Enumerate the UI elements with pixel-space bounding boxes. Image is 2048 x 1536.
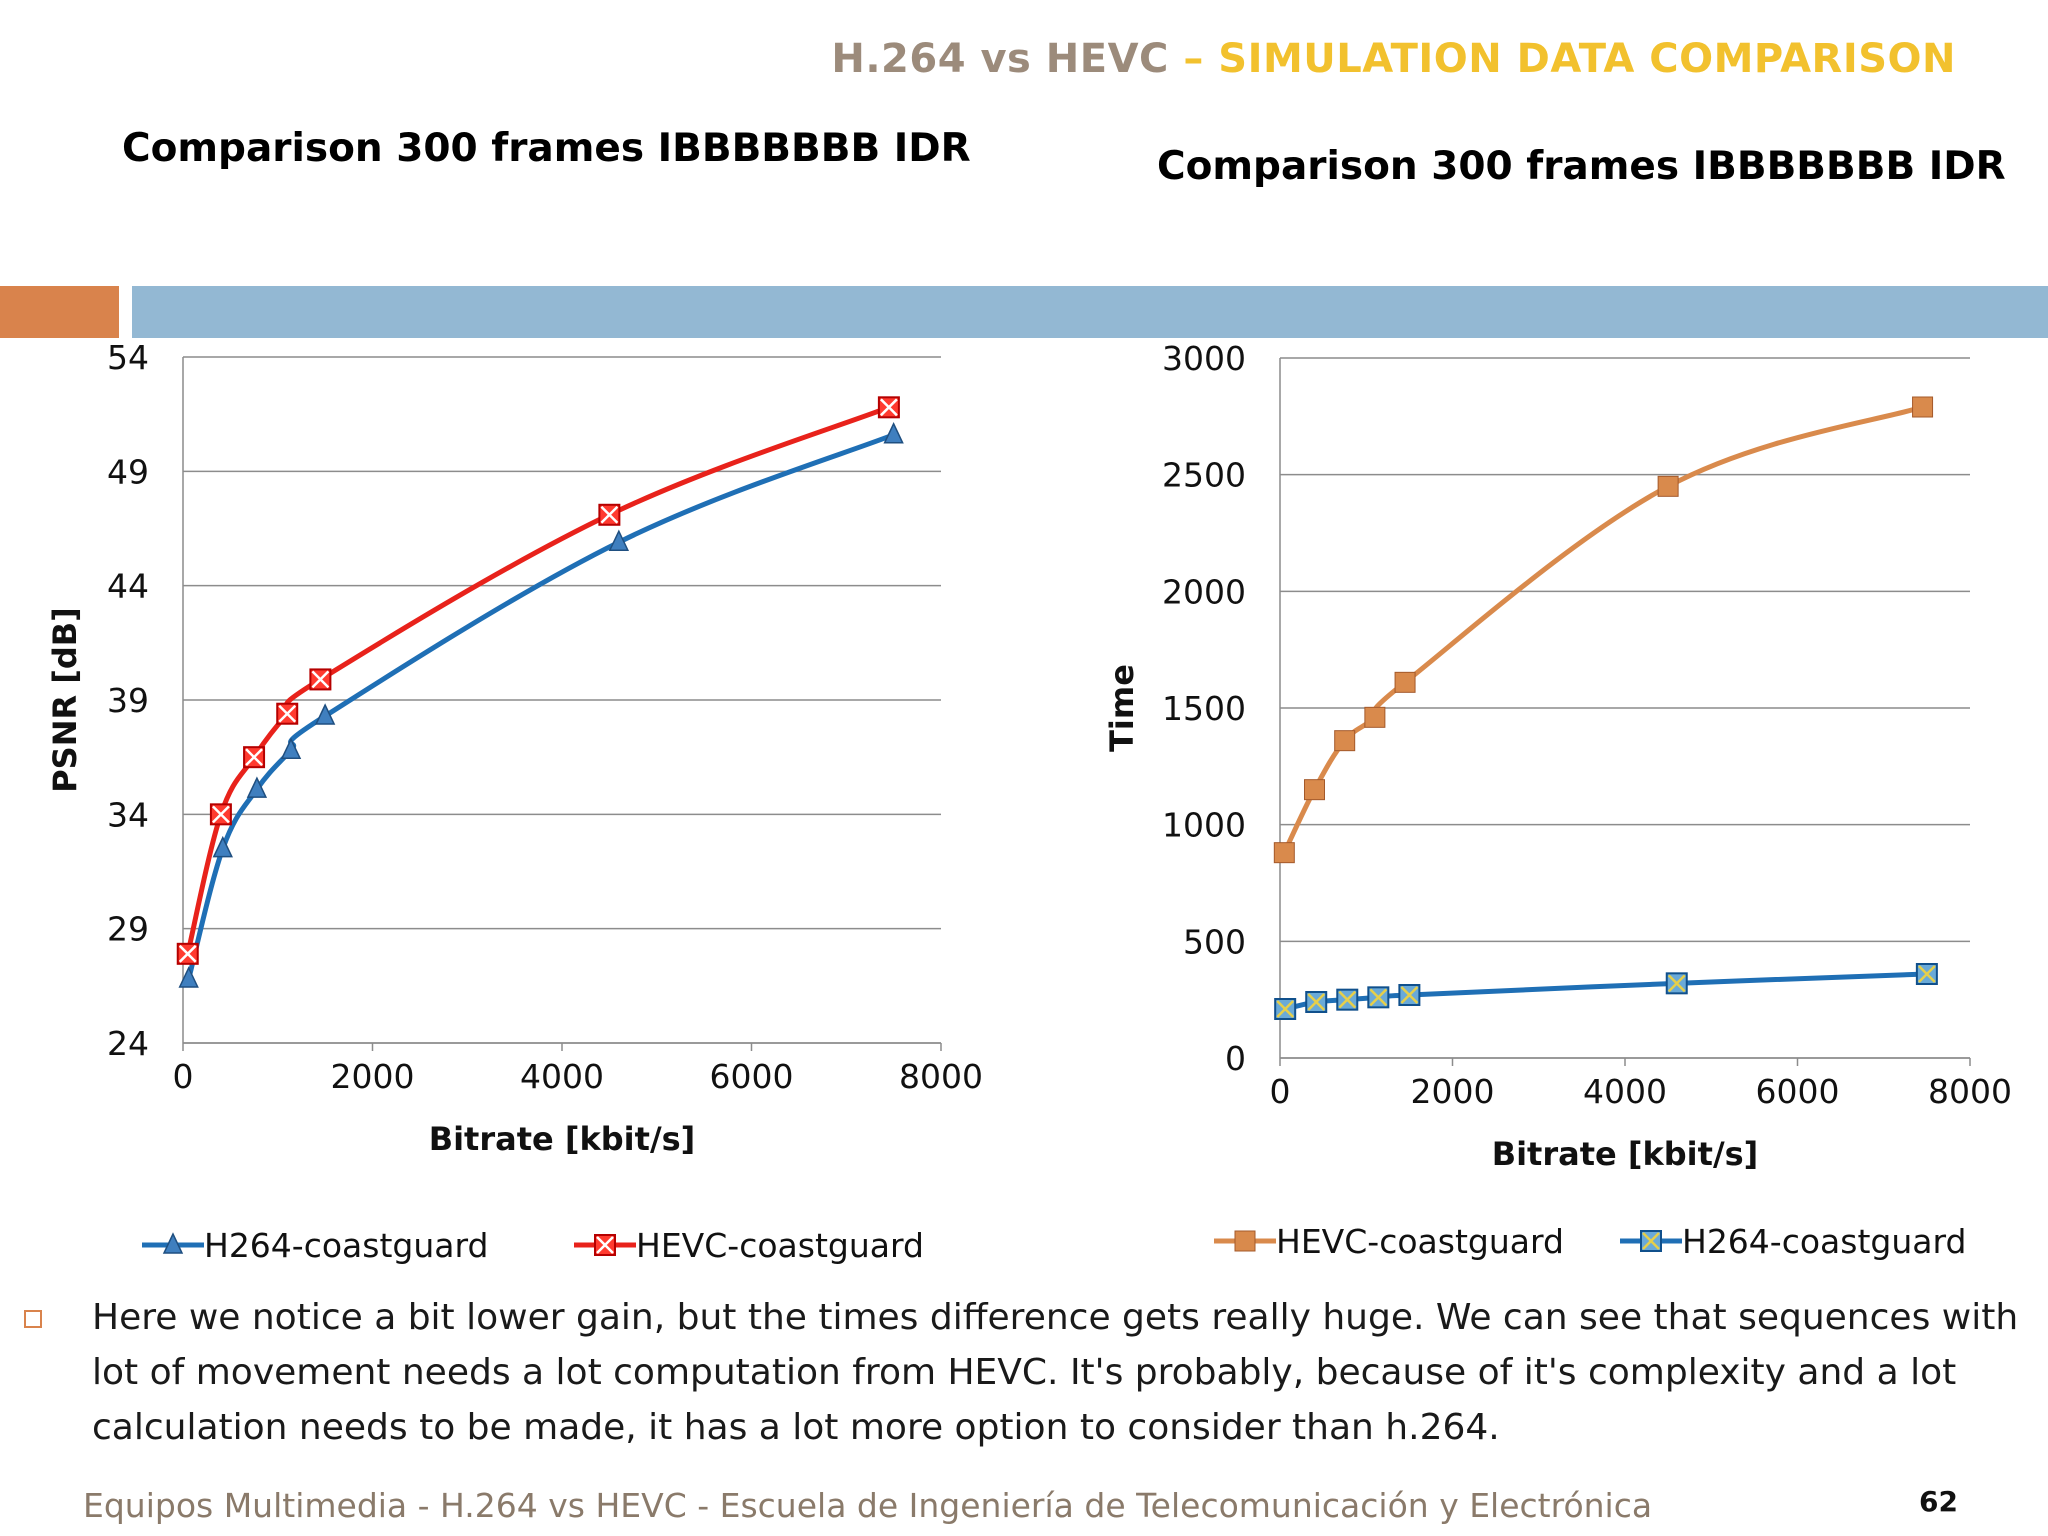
- data-point-HEVC-coastguard: [176, 942, 199, 965]
- y-tick-label: 54: [107, 338, 149, 377]
- legend-marker: [1234, 1230, 1256, 1252]
- data-point-H264-coastguard: [1398, 984, 1421, 1006]
- y-tick-label: 29: [107, 910, 149, 949]
- footer-text: Equipos Multimedia - H.264 vs HEVC - Esc…: [83, 1486, 1653, 1525]
- legend-entry: H264-coastguard: [142, 1226, 488, 1265]
- data-point-H264-coastguard: [178, 966, 199, 988]
- data-point-HEVC-coastguard: [309, 668, 332, 691]
- x-tick-label: 8000: [899, 1057, 983, 1096]
- y-tick-label: 2500: [1162, 456, 1246, 495]
- data-point-H264-coastguard: [212, 835, 233, 858]
- y-tick-label: 500: [1183, 922, 1246, 961]
- y-axis-title: Time: [1103, 664, 1141, 752]
- y-tick-label: 3000: [1162, 339, 1246, 378]
- legend-label: H264-coastguard: [204, 1226, 488, 1265]
- legend-label: HEVC-coastguard: [636, 1226, 924, 1265]
- x-tick-label: 0: [1270, 1072, 1291, 1111]
- y-tick-label: 24: [107, 1024, 149, 1063]
- x-tick-label: 4000: [520, 1057, 604, 1096]
- time-chart: 0 500 1000 1500 2000 2500 3000 0 2000 4000 6000 800…: [1103, 339, 2012, 1261]
- data-point-H264-coastguard: [1336, 988, 1359, 1011]
- data-point-H264-coastguard: [1367, 986, 1390, 1009]
- data-point-H264-coastguard: [1665, 972, 1688, 995]
- data-point-HEVC-coastguard: [1334, 730, 1356, 752]
- chart-right-title: Comparison 300 frames IBBBBBBB IDR: [1157, 144, 2006, 189]
- x-tick-label: 6000: [710, 1057, 794, 1096]
- data-point-HEVC-coastguard: [243, 746, 266, 769]
- data-point-H264-coastguard: [314, 703, 336, 725]
- accent-bar-orange: [0, 286, 119, 338]
- x-tick-label: 0: [173, 1057, 194, 1096]
- data-point-H264-coastguard: [1274, 998, 1297, 1020]
- x-tick-label: 8000: [1928, 1072, 2012, 1111]
- data-point-H264-coastguard: [1305, 991, 1328, 1013]
- series-line-HEVC-coastguard: [185, 404, 890, 955]
- x-tick-label: 4000: [1583, 1072, 1667, 1111]
- legend-entry: H264-coastguard: [1620, 1222, 1966, 1261]
- y-tick-label: 1500: [1162, 689, 1246, 728]
- data-point-HEVC-coastguard: [1394, 671, 1416, 693]
- data-point-HEVC-coastguard: [209, 803, 232, 826]
- data-point-HEVC-coastguard: [1364, 706, 1386, 728]
- data-point-HEVC-coastguard: [1304, 779, 1325, 801]
- y-tick-label: 34: [107, 795, 149, 834]
- y-tick-label: 0: [1225, 1039, 1246, 1078]
- bullet-icon: [24, 1310, 42, 1328]
- legend-marker: [594, 1234, 616, 1256]
- charts-canvas: 24 29 34 39 44 49 54 0 2000 4000 6000 8000 Bitrate […: [46, 338, 2012, 1265]
- data-point-H264-coastguard: [1915, 963, 1938, 985]
- chart-left-title: Comparison 300 frames IBBBBBBB IDR: [122, 126, 971, 171]
- psnr-chart: 24 29 34 39 44 49 54 0 2000 4000 6000 8000 Bitrate […: [46, 338, 983, 1265]
- legend-marker: [162, 1232, 184, 1254]
- y-axis-title: PSNR [dB]: [46, 607, 84, 793]
- data-point-H264-coastguard: [883, 421, 904, 444]
- data-point-H264-coastguard: [608, 529, 630, 551]
- series-line-HEVC-coastguard: [1282, 404, 1924, 854]
- legend-entry: HEVC-coastguard: [574, 1226, 924, 1265]
- y-tick-label: 2000: [1162, 572, 1246, 611]
- data-point-HEVC-coastguard: [598, 503, 621, 526]
- y-tick-label: 49: [107, 452, 149, 491]
- legend-marker: [1640, 1230, 1662, 1252]
- page-number: 62: [1919, 1485, 1958, 1518]
- x-axis-title: Bitrate [kbit/s]: [1492, 1135, 1759, 1173]
- x-tick-label: 2000: [1411, 1072, 1495, 1111]
- legend-entry: HEVC-coastguard: [1214, 1222, 1564, 1261]
- y-tick-label: 39: [107, 681, 149, 720]
- data-point-HEVC-coastguard: [276, 702, 299, 725]
- bullet-paragraph: Here we notice a bit lower gain, but the…: [92, 1297, 2019, 1448]
- x-tick-label: 6000: [1756, 1072, 1840, 1111]
- y-tick-label: 1000: [1162, 806, 1246, 845]
- data-point-HEVC-coastguard: [877, 396, 900, 419]
- accent-bar-blue: [132, 286, 2048, 338]
- data-point-HEVC-coastguard: [1912, 396, 1934, 418]
- data-point-HEVC-coastguard: [1273, 842, 1295, 864]
- header-part-2: – SIMULATION DATA COMPARISON: [1183, 36, 1956, 82]
- data-point-H264-coastguard: [246, 776, 268, 798]
- x-tick-label: 2000: [331, 1057, 415, 1096]
- data-point-H264-coastguard: [280, 737, 302, 760]
- data-point-HEVC-coastguard: [1657, 475, 1679, 497]
- slide-header: H.264 vs HEVC – SIMULATION DATA COMPARIS…: [831, 36, 1956, 82]
- x-axis-title: Bitrate [kbit/s]: [429, 1120, 696, 1158]
- header-part-1: H.264 vs HEVC: [831, 36, 1169, 82]
- legend-label: HEVC-coastguard: [1276, 1222, 1564, 1261]
- y-tick-label: 44: [107, 567, 149, 606]
- legend-label: H264-coastguard: [1682, 1222, 1966, 1261]
